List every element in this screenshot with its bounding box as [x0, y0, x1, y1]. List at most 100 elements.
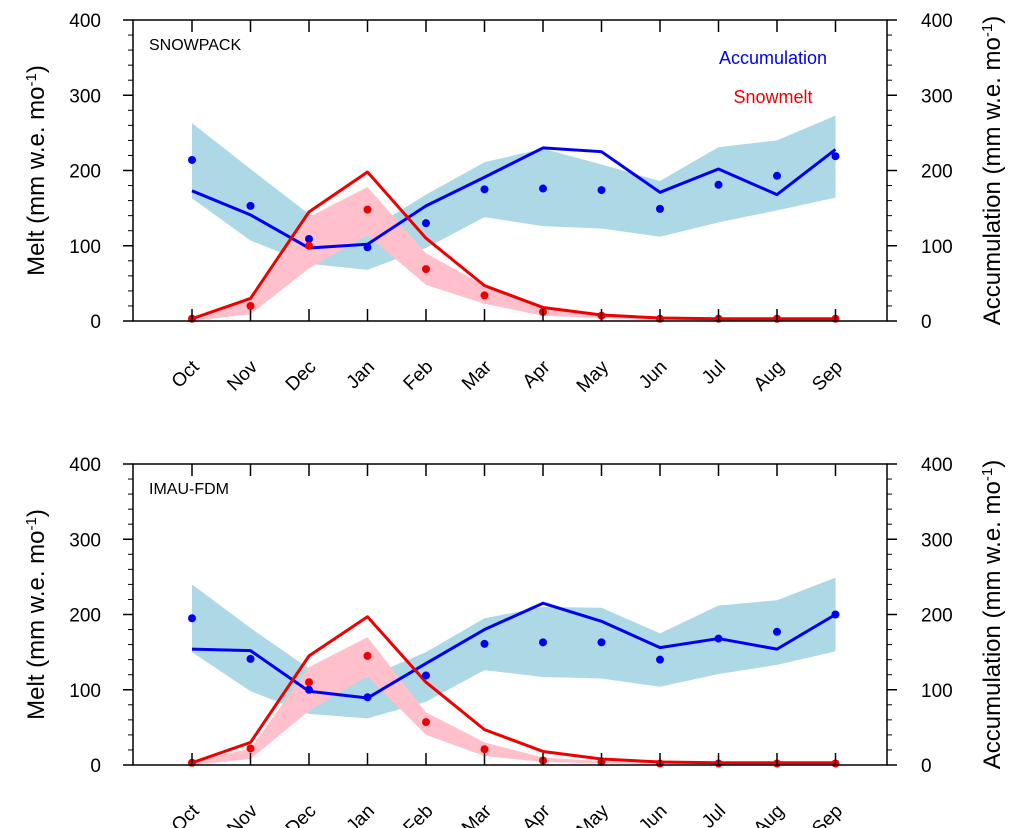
point-accumulation-dec — [305, 234, 313, 243]
y-tick-label-right: 100 — [921, 237, 953, 258]
point-accumulation-sep — [831, 152, 840, 161]
x-tick-label-aug: Aug — [750, 357, 789, 396]
point-snowmelt-nov — [246, 301, 255, 310]
point-snowmelt-nov — [246, 744, 255, 753]
band-snowmelt — [192, 187, 836, 321]
y-tick-label-left: 200 — [69, 162, 101, 183]
y-tick-label-right: 0 — [921, 756, 932, 777]
y-tick-label-left: 100 — [69, 237, 101, 258]
panel-label: IMAU-FDM — [149, 481, 229, 498]
point-accumulation-jun — [656, 655, 664, 664]
x-tick-label-jan: Jan — [343, 357, 380, 394]
y-tick-label-right: 400 — [921, 455, 953, 476]
x-tick-label-sep: Sep — [808, 357, 847, 396]
x-tick-label-feb: Feb — [400, 357, 438, 395]
line-accumulation — [191, 601, 837, 700]
y-axis-title-right: Accumulation (mm w.e. mo-1) — [979, 16, 1007, 325]
y-axis-title-left-close: ) — [23, 65, 50, 73]
x-tick-label-oct: Oct — [168, 356, 204, 392]
x-tick-label-dec: Dec — [282, 357, 321, 396]
point-snowmelt-feb — [422, 265, 430, 274]
x-tick-label-mar: Mar — [458, 800, 496, 828]
point-accumulation-feb — [422, 671, 430, 680]
y-tick-label-left: 0 — [90, 312, 101, 333]
y-tick-label-right: 400 — [921, 11, 953, 32]
x-tick-label-jun: Jun — [635, 357, 672, 394]
y-axis-title-left: Melt (mm w.e. mo-1) — [23, 65, 51, 276]
y-tick-label-left: 300 — [69, 530, 101, 551]
chart-panel-1: 0 0 100 100 200 200 300 300 400 400 Oct Nov Dec Jan Fe… — [23, 11, 1007, 397]
point-accumulation-jan — [363, 243, 372, 252]
x-tick-label-mar: Mar — [458, 356, 496, 394]
y-tick-label-left: 400 — [69, 455, 101, 476]
point-accumulation-aug — [773, 627, 781, 636]
y-axis-title-left: Melt (mm w.e. mo-1) — [23, 509, 51, 720]
y-tick-label-left: 0 — [90, 756, 101, 777]
x-tick-label-may: May — [573, 800, 614, 828]
point-accumulation-aug — [773, 171, 781, 180]
x-tick-label-nov: Nov — [223, 800, 262, 828]
y-tick-label-right: 0 — [921, 312, 932, 333]
point-accumulation-nov — [246, 201, 255, 210]
point-accumulation-oct — [188, 614, 196, 623]
x-tick-label-may: May — [573, 356, 614, 397]
point-snowmelt-mar — [480, 291, 489, 300]
chart-panel-2: 0 0 100 100 200 200 300 300 400 400 Oct Nov Dec Jan Fe… — [23, 455, 1007, 828]
y-tick-label-right: 300 — [921, 86, 953, 107]
y-axis-title-right: Accumulation (mm w.e. mo-1) — [979, 460, 1007, 769]
point-snowmelt-jan — [363, 651, 372, 660]
line-snowmelt — [191, 170, 836, 321]
y-tick-label-left: 100 — [69, 681, 101, 702]
point-accumulation-apr — [539, 638, 547, 647]
x-tick-label-dec: Dec — [282, 801, 321, 828]
point-accumulation-dec — [305, 685, 313, 694]
y-tick-label-right: 200 — [921, 606, 953, 627]
x-tick-label-feb: Feb — [400, 801, 438, 828]
x-tick-label-jan: Jan — [343, 801, 380, 828]
point-accumulation-sep — [831, 610, 840, 619]
point-accumulation-mar — [480, 185, 489, 194]
legend-accumulation: Accumulation — [719, 48, 827, 68]
x-tick-label-oct: Oct — [168, 800, 204, 828]
y-axis-title-right-close: ) — [979, 460, 1006, 468]
x-tick-label-sep: Sep — [808, 801, 847, 828]
point-snowmelt-dec — [305, 241, 313, 250]
point-accumulation-nov — [246, 654, 255, 663]
point-accumulation-may — [597, 638, 606, 647]
y-axis-title-left-superscript: -1 — [23, 517, 40, 530]
point-accumulation-apr — [539, 184, 547, 193]
panel-label: SNOWPACK — [149, 37, 241, 54]
y-axis-title-right-superscript: -1 — [979, 24, 996, 37]
point-accumulation-jul — [714, 180, 723, 189]
point-accumulation-mar — [480, 639, 489, 648]
point-accumulation-feb — [422, 219, 430, 228]
y-axis-title-right-close: ) — [979, 16, 1006, 24]
y-tick-label-left: 200 — [69, 606, 101, 627]
x-tick-label-apr: Apr — [519, 800, 555, 828]
y-tick-label-right: 300 — [921, 530, 953, 551]
x-tick-label-jun: Jun — [635, 801, 672, 828]
y-axis-title-left-superscript: -1 — [23, 73, 40, 86]
point-snowmelt-mar — [480, 745, 489, 754]
band-snowmelt — [192, 637, 836, 765]
y-tick-label-left: 300 — [69, 86, 101, 107]
x-tick-label-aug: Aug — [750, 801, 789, 828]
point-accumulation-may — [597, 186, 606, 195]
x-tick-label-jul: Jul — [698, 357, 730, 389]
y-tick-label-right: 100 — [921, 681, 953, 702]
point-snowmelt-dec — [305, 678, 313, 687]
x-tick-label-jul: Jul — [698, 801, 730, 828]
point-accumulation-jul — [714, 634, 723, 643]
y-axis-title-right-superscript: -1 — [979, 468, 996, 481]
line-snowmelt — [191, 615, 836, 765]
legend-snowmelt: Snowmelt — [733, 87, 812, 107]
point-accumulation-jun — [656, 204, 664, 213]
x-tick-label-nov: Nov — [223, 356, 262, 395]
x-tick-label-apr: Apr — [519, 356, 555, 392]
line-accumulation — [191, 146, 837, 250]
point-accumulation-jan — [363, 693, 372, 702]
y-tick-label-left: 400 — [69, 11, 101, 32]
y-axis-title-left-close: ) — [23, 509, 50, 517]
point-snowmelt-jan — [363, 205, 372, 214]
point-snowmelt-feb — [422, 718, 430, 727]
